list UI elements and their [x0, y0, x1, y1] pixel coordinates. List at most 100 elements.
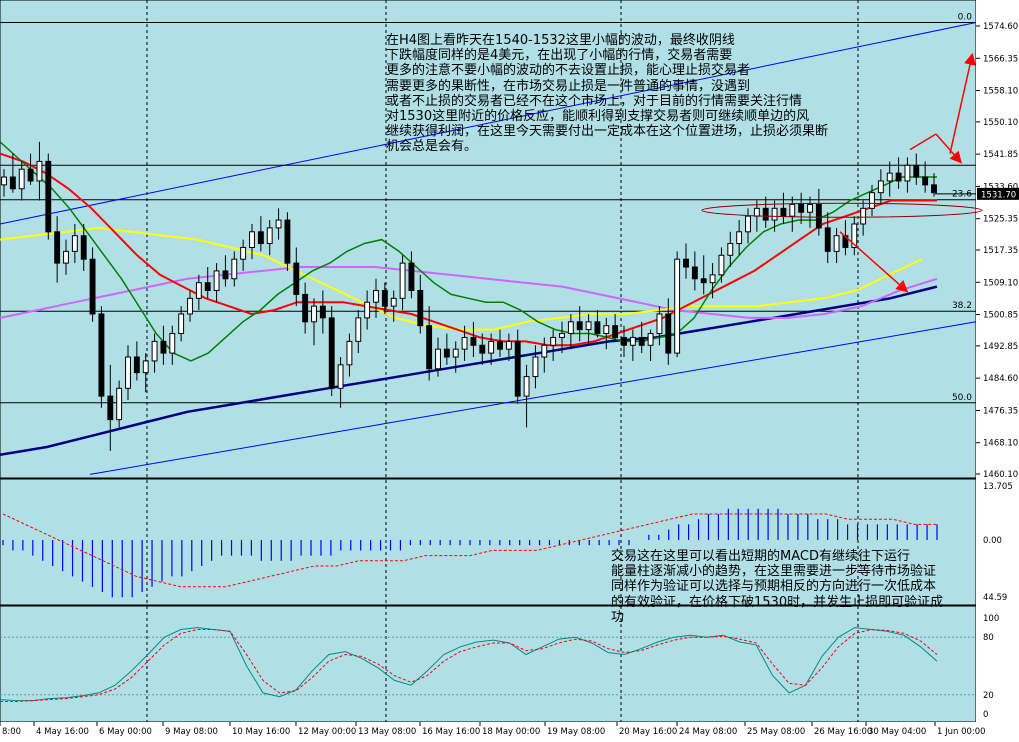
candle-body — [603, 325, 610, 335]
candle-body — [231, 258, 238, 280]
candle-body — [222, 270, 229, 280]
candle-body — [426, 325, 433, 370]
stoch-axis-label: 20 — [983, 691, 994, 701]
candle-body — [913, 164, 920, 178]
candle-body — [815, 203, 822, 229]
candle-body — [9, 176, 16, 190]
stoch-axis-label: 0 — [983, 710, 988, 720]
candle-body — [594, 321, 601, 335]
candle-body — [860, 207, 867, 225]
candle-body — [319, 305, 326, 319]
candle-body — [488, 340, 495, 354]
candle-body — [151, 340, 158, 362]
consolidation-ellipse — [701, 202, 983, 218]
candle-body — [45, 160, 52, 233]
candle-body — [931, 184, 937, 194]
scenario-arrow — [949, 52, 976, 154]
price-tick-label: 1566.35 — [983, 54, 1018, 64]
candle-body — [576, 321, 583, 331]
candle-body — [71, 235, 78, 252]
candle-body — [399, 262, 406, 299]
candle-body — [807, 203, 813, 213]
macd-axis-label: 13.705 — [983, 482, 1013, 492]
candle-body — [479, 344, 486, 354]
candle-body — [27, 168, 34, 182]
candle-body — [922, 176, 929, 186]
candle-body — [824, 227, 831, 252]
candle-body — [381, 289, 388, 307]
candle-body — [629, 336, 636, 346]
price-tick-label: 1541.85 — [983, 150, 1018, 160]
candle-body — [621, 336, 627, 346]
candle-body — [18, 168, 25, 190]
candle-body — [169, 333, 176, 354]
candle-body — [470, 336, 477, 346]
time-tick-label: 1 Jun 00:00 — [937, 727, 986, 737]
candle-body — [311, 305, 317, 323]
candle-body — [523, 376, 530, 397]
time-tick-label: 13 May 08:00 — [358, 727, 416, 737]
candle-body — [532, 356, 539, 378]
stoch-corner-value: 44.59 — [983, 593, 1007, 603]
price-tick-label: 1484.60 — [983, 374, 1018, 384]
candle-body — [798, 203, 805, 213]
scenario-arrow-lead — [909, 133, 937, 151]
candle-body — [753, 207, 760, 217]
candle-body — [240, 246, 247, 260]
candle-body — [700, 278, 707, 284]
candle-body — [346, 340, 353, 366]
candle-body — [63, 250, 69, 264]
candle-body — [284, 219, 291, 264]
candle-body — [302, 293, 309, 323]
macd-panel — [0, 478, 977, 606]
time-tick-label: 26 May 16:00 — [814, 727, 872, 737]
time-tick-label: 30 May 04:00 — [868, 727, 926, 737]
price-tick-label: 1509.10 — [983, 278, 1018, 288]
time-tick-label: 18 May 00:00 — [482, 727, 540, 737]
candle-body — [204, 282, 211, 291]
candle-body — [497, 340, 503, 350]
channel-lower-line — [89, 321, 977, 475]
candle-body — [364, 301, 371, 319]
candle-body — [674, 258, 681, 354]
bottom-axis-area — [0, 722, 976, 738]
ma-navy-line — [0, 285, 938, 457]
candle-body — [373, 289, 379, 303]
candle-body — [98, 313, 105, 397]
candle-body — [107, 395, 114, 421]
candle-body — [656, 313, 663, 335]
candle-body — [736, 231, 743, 245]
candle-body — [514, 340, 521, 397]
candle-body — [89, 258, 96, 315]
candle-body — [718, 254, 725, 276]
candle-body — [408, 262, 415, 291]
fib-level-label: 23.6 — [952, 190, 972, 200]
analysis-note-top: 在H4图上看昨天在1540-1532这里小幅的波动，最终收阴线 下跌幅度同样的是… — [386, 33, 829, 155]
candle-body — [275, 219, 282, 229]
price-tick-label: 1476.35 — [983, 406, 1018, 416]
current-price-label: 1531.70 — [981, 190, 1016, 200]
ma-red-line — [0, 152, 937, 347]
stoch-axis-label: 80 — [983, 633, 994, 643]
price-tick-label: 1492.85 — [983, 342, 1018, 352]
scenario-arrow — [839, 231, 909, 293]
price-tick-label: 1533.60 — [983, 182, 1018, 192]
time-tick-label: 24 May 08:00 — [679, 727, 737, 737]
analysis-note-bottom: 交易这在这里可以看出短期的MACD有继续往下运行 能量柱逐渐减小的趋势，在这里需… — [611, 549, 944, 625]
fib-level-label: 38.2 — [952, 301, 972, 311]
candle-body — [195, 282, 202, 299]
scenario-arrow — [935, 133, 962, 164]
candle-body — [833, 235, 840, 252]
fib-level-label: 0.0 — [958, 12, 973, 22]
candle-body — [585, 321, 592, 331]
price-tick-label: 1468.10 — [983, 439, 1018, 449]
candle-body — [36, 160, 43, 182]
candle-body — [762, 207, 769, 221]
candle-body — [133, 356, 140, 374]
candle-body — [638, 336, 645, 346]
time-tick-label: 4 May 16:00 — [36, 727, 89, 737]
candle-body — [851, 223, 858, 248]
candle-body — [780, 207, 787, 217]
